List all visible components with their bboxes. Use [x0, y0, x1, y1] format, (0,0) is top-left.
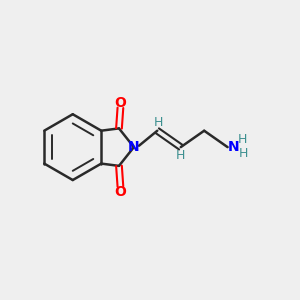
Text: H: H [239, 147, 248, 160]
Text: N: N [227, 140, 239, 154]
Text: O: O [115, 184, 126, 199]
Text: H: H [154, 116, 164, 129]
Text: H: H [176, 149, 185, 162]
Text: N: N [128, 140, 140, 154]
Text: O: O [115, 96, 126, 110]
Text: H: H [238, 133, 247, 146]
